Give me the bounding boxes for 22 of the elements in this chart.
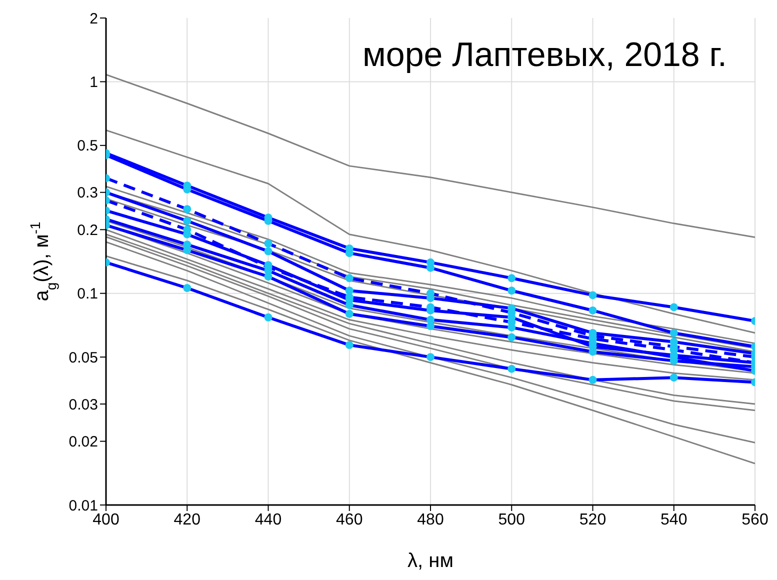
y-tick-label: 0.1	[77, 286, 98, 303]
x-tick-label: 460	[336, 511, 363, 528]
x-tick-label: 560	[742, 511, 768, 528]
y-tick-label: 0.3	[77, 184, 98, 202]
line-series	[106, 255, 755, 464]
y-tick-label: 2	[90, 10, 98, 28]
x-tick-label: 520	[579, 511, 606, 528]
x-tick-label: 420	[174, 511, 201, 528]
x-tick-label: 480	[417, 511, 444, 528]
y-tick-label: 0.05	[68, 349, 98, 366]
line-series	[106, 241, 755, 444]
y-tick-label: 1	[90, 74, 98, 92]
x-tick-label: 440	[254, 511, 282, 528]
x-axis-title: λ, нм	[408, 550, 454, 572]
y-tick-label: 0.02	[68, 434, 98, 451]
text: море Лаптевых, 2018 г.	[362, 36, 727, 75]
line-series	[106, 74, 755, 238]
x-tick-label: 500	[498, 511, 526, 528]
y-tick-label: 0.2	[77, 222, 98, 239]
x-tick-label: 540	[660, 511, 688, 528]
y-tick-label: 0.03	[68, 396, 98, 414]
y-tick-label: 0.5	[77, 138, 98, 155]
